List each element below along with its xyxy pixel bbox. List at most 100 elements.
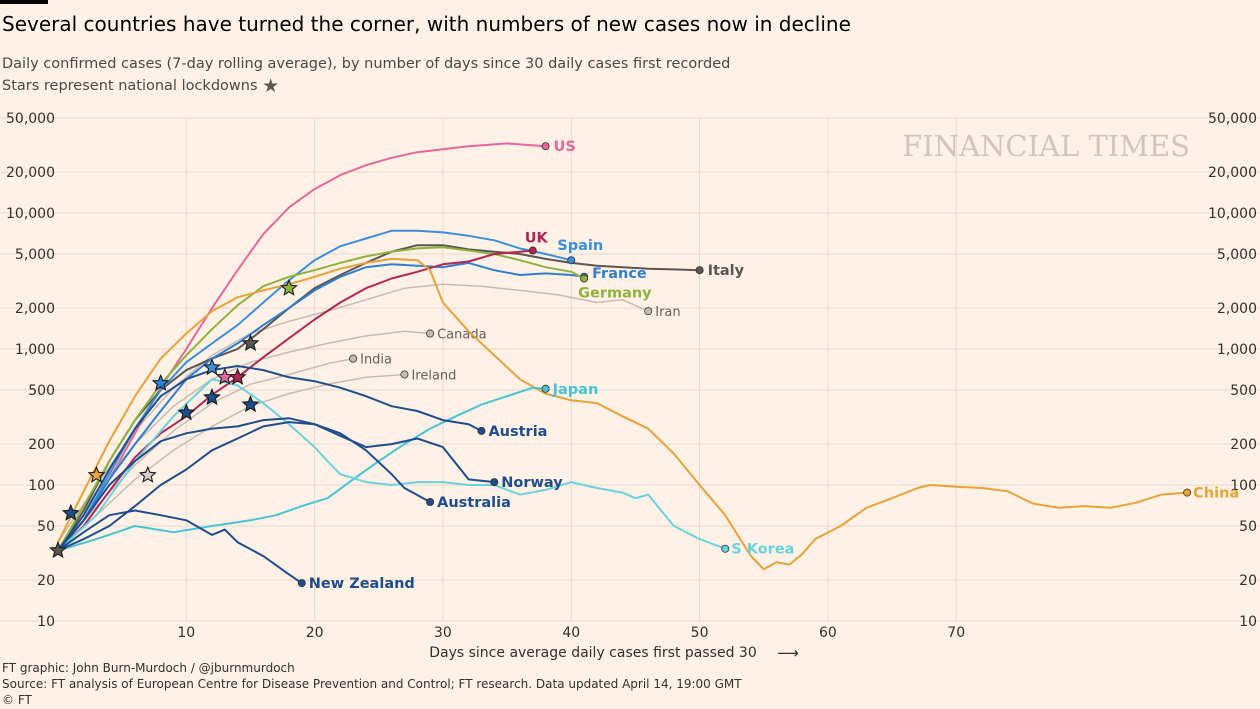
series-line-norway bbox=[57, 417, 496, 552]
y-tick-label: 2,000 bbox=[15, 301, 55, 317]
lockdown-star-uk bbox=[228, 367, 247, 385]
y-tick-label: 50,000 bbox=[1208, 111, 1257, 127]
y-tick-label: 50 bbox=[37, 519, 55, 535]
series-end-dot-norway bbox=[490, 478, 499, 487]
lockdown-stars bbox=[49, 278, 298, 559]
series-end-dot-iran bbox=[644, 307, 653, 316]
series-end-dot-us bbox=[541, 142, 550, 151]
lockdown-star-italy bbox=[49, 541, 67, 559]
y-tick-label: 10 bbox=[1239, 614, 1257, 630]
series-end-dot-germany bbox=[580, 274, 589, 283]
x-tick-label: 10 bbox=[177, 625, 195, 641]
y-tick-label: 50 bbox=[1239, 519, 1257, 535]
x-axis: 10 20 30 40 50 60 70 bbox=[177, 625, 965, 641]
series-line-austria bbox=[57, 365, 483, 552]
y-tick-label: 100 bbox=[1230, 478, 1257, 494]
series-end-dot-ireland bbox=[400, 370, 409, 379]
series-label-austria: Austria bbox=[488, 424, 547, 440]
series-label-us: US bbox=[554, 139, 576, 155]
lockdown-star-norway bbox=[177, 403, 196, 421]
series-end-dot-new-zealand bbox=[297, 579, 306, 588]
footer-copyright: © FT bbox=[2, 693, 32, 707]
series-line-us bbox=[57, 142, 547, 552]
series-end-dot-italy bbox=[695, 266, 704, 275]
series-end-dot-austria bbox=[477, 426, 486, 435]
y-tick-label: 20,000 bbox=[6, 165, 55, 181]
x-tick-label: 40 bbox=[562, 625, 580, 641]
series-end-dot-uk bbox=[528, 246, 537, 255]
x-tick-label: 30 bbox=[434, 625, 452, 641]
y-axis-left: 10 20 50 100 200 500 1,000 2,000 5,000 10,000 20,0… bbox=[6, 111, 55, 630]
lockdown-star-china bbox=[87, 465, 106, 483]
series-line-australia bbox=[57, 421, 432, 552]
series-label-italy: Italy bbox=[708, 263, 745, 279]
y-tick-label: 5,000 bbox=[1217, 247, 1257, 263]
series-end-dot-china bbox=[1183, 488, 1192, 497]
series-label-norway: Norway bbox=[501, 475, 563, 491]
series-line-new-zealand bbox=[57, 509, 303, 585]
series-label-japan: Japan bbox=[552, 382, 599, 398]
series-label-germany: Germany bbox=[578, 286, 652, 302]
series-line-japan bbox=[57, 386, 547, 552]
series-end-dot-india bbox=[349, 354, 358, 363]
series-label-ireland: Ireland bbox=[411, 368, 456, 383]
series-label-spain: Spain bbox=[557, 238, 603, 254]
x-tick-label: 20 bbox=[306, 625, 324, 641]
series-label-iran: Iran bbox=[655, 305, 680, 320]
y-tick-label: 5,000 bbox=[15, 247, 55, 263]
lockdown-star-france bbox=[151, 373, 170, 391]
y-tick-label: 50,000 bbox=[6, 111, 55, 127]
y-tick-label: 1,000 bbox=[15, 342, 55, 358]
x-tick-label: 60 bbox=[819, 625, 837, 641]
subtitle-line-1: Daily confirmed cases (7-day rolling ave… bbox=[2, 56, 731, 72]
y-tick-label: 20 bbox=[37, 573, 55, 589]
y-tick-label: 100 bbox=[28, 478, 55, 494]
y-tick-label: 200 bbox=[28, 437, 55, 453]
series-line-ireland bbox=[57, 373, 406, 552]
series-label-s-korea: S Korea bbox=[731, 542, 794, 558]
star-legend-icon: ★ bbox=[262, 75, 280, 97]
y-tick-label: 500 bbox=[1230, 383, 1257, 399]
lockdown-star-australia bbox=[203, 388, 221, 406]
series-label-france: France bbox=[592, 266, 647, 282]
footer-credit: FT graphic: John Burn-Murdoch / @jburnmu… bbox=[2, 661, 295, 675]
y-tick-label: 2,000 bbox=[1217, 301, 1257, 317]
subtitle-line-2-text: Stars represent national lockdowns bbox=[2, 78, 258, 94]
series-line-canada bbox=[57, 330, 431, 552]
lockdown-star-new-zealand bbox=[61, 503, 80, 521]
x-tick-label: 70 bbox=[947, 625, 965, 641]
series-line-china bbox=[57, 257, 1189, 571]
footer-source: Source: FT analysis of European Centre f… bbox=[2, 677, 742, 691]
subtitle-line-2: Stars represent national lockdowns ★ bbox=[2, 75, 730, 97]
series-end-dot-australia bbox=[426, 498, 435, 507]
series-label-china: China bbox=[1193, 486, 1239, 502]
y-tick-label: 10,000 bbox=[1208, 206, 1257, 222]
series-label-australia: Australia bbox=[437, 495, 511, 511]
series-line-iran bbox=[57, 283, 649, 543]
series-group: Canada India Ireland Iran US Italy Spain France… bbox=[57, 139, 1239, 592]
lockdown-star-germany bbox=[280, 278, 298, 296]
lockdown-star-india bbox=[138, 465, 157, 483]
series-end-dot-spain bbox=[567, 256, 576, 265]
y-axis-right: 10 20 50 100 200 500 1,000 2,000 5,000 10,000 20,0… bbox=[1208, 111, 1257, 630]
series-end-dot-s-korea bbox=[721, 544, 730, 553]
x-axis-arrow: ⟶ bbox=[777, 644, 799, 662]
series-line-france bbox=[57, 261, 586, 552]
lockdown-star-italy bbox=[241, 333, 260, 352]
lockdown-star-austria bbox=[241, 395, 260, 413]
x-tick-label: 50 bbox=[691, 625, 709, 641]
series-label-canada: Canada bbox=[437, 328, 486, 343]
ft-top-bar bbox=[0, 0, 48, 4]
ft-watermark: FINANCIAL TIMES bbox=[902, 129, 1190, 163]
chart-title: Several countries have turned the corner… bbox=[2, 12, 851, 36]
y-tick-label: 20,000 bbox=[1208, 165, 1257, 181]
y-tick-label: 500 bbox=[28, 383, 55, 399]
series-line-s-korea bbox=[57, 378, 727, 552]
lockdown-star-spain bbox=[203, 358, 221, 376]
y-tick-label: 10 bbox=[37, 614, 55, 630]
x-axis-title: Days since average daily cases first pas… bbox=[429, 645, 757, 661]
series-end-dot-japan bbox=[541, 384, 550, 393]
series-label-india: India bbox=[360, 353, 392, 368]
y-tick-label: 200 bbox=[1230, 437, 1257, 453]
